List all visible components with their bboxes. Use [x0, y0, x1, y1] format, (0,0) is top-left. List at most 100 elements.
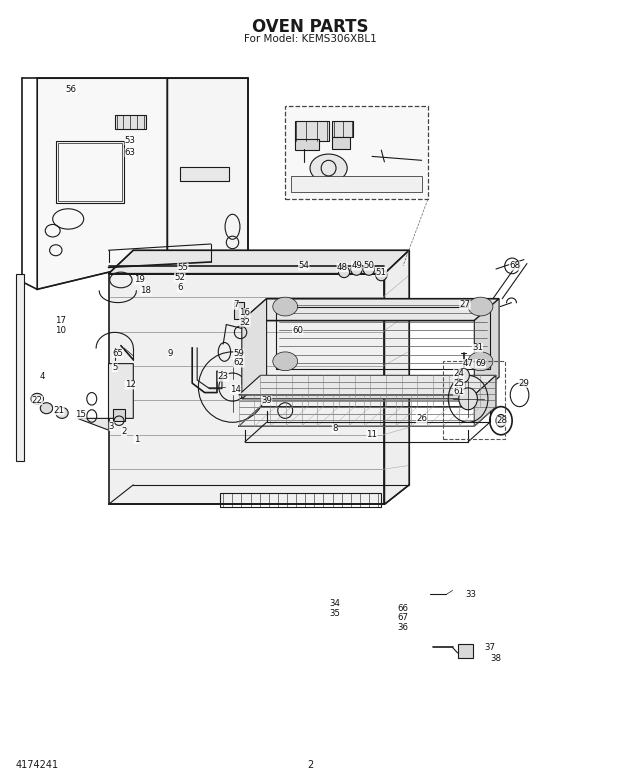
Text: 66: 66	[397, 604, 409, 613]
Text: 31: 31	[472, 343, 483, 353]
Text: 10: 10	[55, 325, 66, 335]
Text: 4: 4	[40, 372, 45, 382]
Bar	[332, 121, 353, 137]
Bar	[220, 493, 381, 507]
Polygon shape	[384, 250, 409, 504]
Bar	[458, 644, 473, 658]
Ellipse shape	[459, 388, 477, 410]
Ellipse shape	[273, 297, 298, 316]
Text: 16: 16	[239, 308, 250, 317]
Polygon shape	[37, 78, 167, 289]
Ellipse shape	[56, 407, 68, 418]
Polygon shape	[474, 375, 496, 426]
Text: 38: 38	[490, 654, 502, 663]
Polygon shape	[78, 364, 133, 430]
Ellipse shape	[468, 297, 493, 316]
Text: 35: 35	[329, 609, 340, 619]
Ellipse shape	[40, 403, 53, 414]
Text: 55: 55	[177, 263, 188, 272]
Polygon shape	[239, 375, 496, 395]
Ellipse shape	[496, 414, 506, 427]
Text: 7: 7	[233, 300, 238, 310]
Text: 2: 2	[307, 760, 313, 769]
Text: 15: 15	[75, 410, 86, 419]
Text: 65: 65	[112, 349, 123, 358]
Text: 26: 26	[416, 414, 427, 423]
Ellipse shape	[310, 154, 347, 182]
Text: 53: 53	[125, 136, 136, 145]
Polygon shape	[167, 78, 248, 278]
Text: 68: 68	[509, 261, 520, 271]
Text: 29: 29	[518, 378, 529, 388]
Text: 59: 59	[233, 349, 244, 358]
Text: 5: 5	[112, 363, 117, 372]
Text: 67: 67	[397, 613, 409, 622]
Text: 33: 33	[466, 590, 477, 599]
Bar	[276, 307, 490, 369]
Text: 24: 24	[453, 369, 464, 378]
Polygon shape	[474, 299, 499, 399]
Text: 51: 51	[376, 267, 387, 277]
Polygon shape	[108, 274, 384, 504]
Text: 49: 49	[351, 261, 362, 271]
Bar	[234, 302, 244, 319]
Text: 14: 14	[230, 385, 241, 394]
Ellipse shape	[273, 352, 298, 371]
Text: 19: 19	[134, 275, 145, 285]
Text: 21: 21	[53, 406, 64, 415]
Text: 4174241: 4174241	[16, 760, 59, 769]
Bar	[180, 167, 229, 181]
Polygon shape	[291, 176, 422, 192]
Bar	[115, 115, 146, 129]
Polygon shape	[242, 377, 499, 399]
Ellipse shape	[351, 264, 362, 275]
Text: 1: 1	[134, 435, 139, 444]
Text: 50: 50	[363, 261, 374, 271]
Text: 2: 2	[122, 427, 126, 436]
Bar	[58, 143, 122, 201]
Text: 47: 47	[463, 359, 474, 368]
Text: 69: 69	[475, 359, 486, 368]
Text: 11: 11	[366, 429, 378, 439]
Text: 39: 39	[261, 396, 272, 405]
Text: For Model: KEMS306XBL1: For Model: KEMS306XBL1	[244, 34, 376, 44]
Text: 63: 63	[125, 148, 136, 157]
Text: 37: 37	[484, 643, 495, 652]
Bar	[332, 137, 350, 149]
Text: 48: 48	[337, 263, 348, 272]
Bar	[294, 139, 319, 150]
Text: 25: 25	[453, 378, 464, 388]
Bar	[56, 141, 124, 203]
Text: 60: 60	[292, 325, 303, 335]
Ellipse shape	[363, 264, 374, 275]
Text: 23: 23	[218, 372, 229, 382]
Polygon shape	[242, 299, 267, 399]
Text: 22: 22	[32, 396, 43, 405]
Bar	[285, 106, 428, 199]
Polygon shape	[108, 250, 409, 274]
Text: 52: 52	[174, 273, 185, 282]
Bar	[113, 409, 125, 421]
Bar	[443, 361, 505, 439]
Text: 18: 18	[140, 286, 151, 296]
Text: 28: 28	[497, 416, 508, 425]
Text: 27: 27	[459, 300, 471, 310]
Text: 12: 12	[125, 380, 136, 389]
Text: 3: 3	[109, 421, 114, 431]
Ellipse shape	[468, 352, 493, 371]
Text: 8: 8	[332, 424, 337, 433]
Text: 9: 9	[168, 349, 173, 358]
Ellipse shape	[376, 270, 387, 281]
Text: 6: 6	[177, 283, 182, 292]
Text: eReplacementParts.com: eReplacementParts.com	[201, 394, 320, 404]
Text: 54: 54	[298, 261, 309, 271]
Ellipse shape	[339, 267, 350, 278]
Text: OVEN PARTS: OVEN PARTS	[252, 18, 368, 37]
Ellipse shape	[458, 368, 469, 382]
Text: 56: 56	[66, 85, 77, 95]
Bar	[294, 121, 329, 141]
Text: 32: 32	[239, 317, 250, 327]
Text: 62: 62	[233, 358, 244, 368]
Bar	[16, 274, 24, 461]
Text: 61: 61	[453, 386, 464, 396]
